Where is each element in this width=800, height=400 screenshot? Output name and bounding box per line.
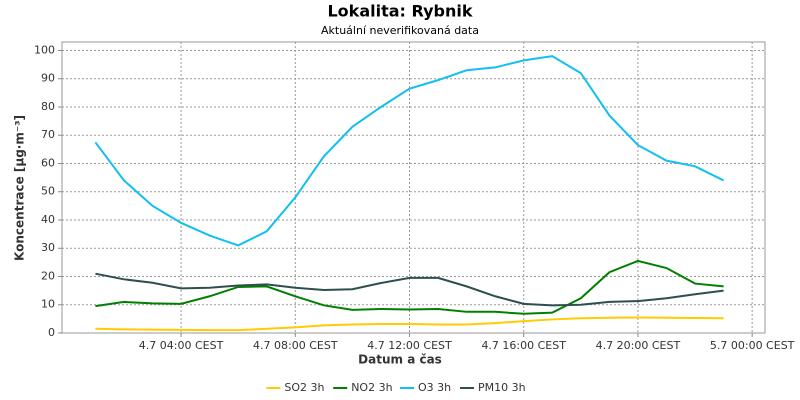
legend-label: PM10 3h: [478, 381, 526, 394]
y-tick-label: 70: [41, 128, 55, 141]
plot-frame: [61, 41, 766, 334]
series-line: [94, 55, 725, 247]
chart-subtitle: Aktuální neverifikovaná data: [321, 24, 479, 37]
y-tick-label: 100: [34, 43, 55, 56]
y-tick-label: 80: [41, 100, 55, 113]
legend-label: O3 3h: [418, 381, 451, 394]
y-tick-label: 30: [41, 241, 55, 254]
x-tick-label: 5.7 00:00 CEST: [710, 339, 795, 352]
y-tick-label: 40: [41, 213, 55, 226]
x-tick-label: 4.7 20:00 CEST: [596, 339, 681, 352]
y-tick-label: 10: [41, 298, 55, 311]
x-axis-label: Datum a čas: [358, 353, 442, 367]
y-tick-label: 50: [41, 185, 55, 198]
y-axis-label: Koncentrace [µg·m⁻³]: [13, 115, 27, 261]
x-tick-label: 4.7 04:00 CEST: [139, 339, 224, 352]
y-tick-label: 0: [48, 326, 55, 339]
x-tick-label: 4.7 08:00 CEST: [253, 339, 338, 352]
series-line: [95, 259, 724, 315]
legend-label: NO2 3h: [351, 381, 392, 394]
chart-title: Lokalita: Rybnik: [327, 2, 472, 21]
legend-label: SO2 3h: [284, 381, 324, 394]
series-line: [95, 272, 724, 307]
y-tick-label: 20: [41, 269, 55, 282]
x-tick-label: 4.7 12:00 CEST: [367, 339, 452, 352]
series-line: [95, 316, 724, 332]
y-tick-label: 60: [41, 156, 55, 169]
y-tick-label: 90: [41, 72, 55, 85]
x-tick-label: 4.7 16:00 CEST: [481, 339, 566, 352]
